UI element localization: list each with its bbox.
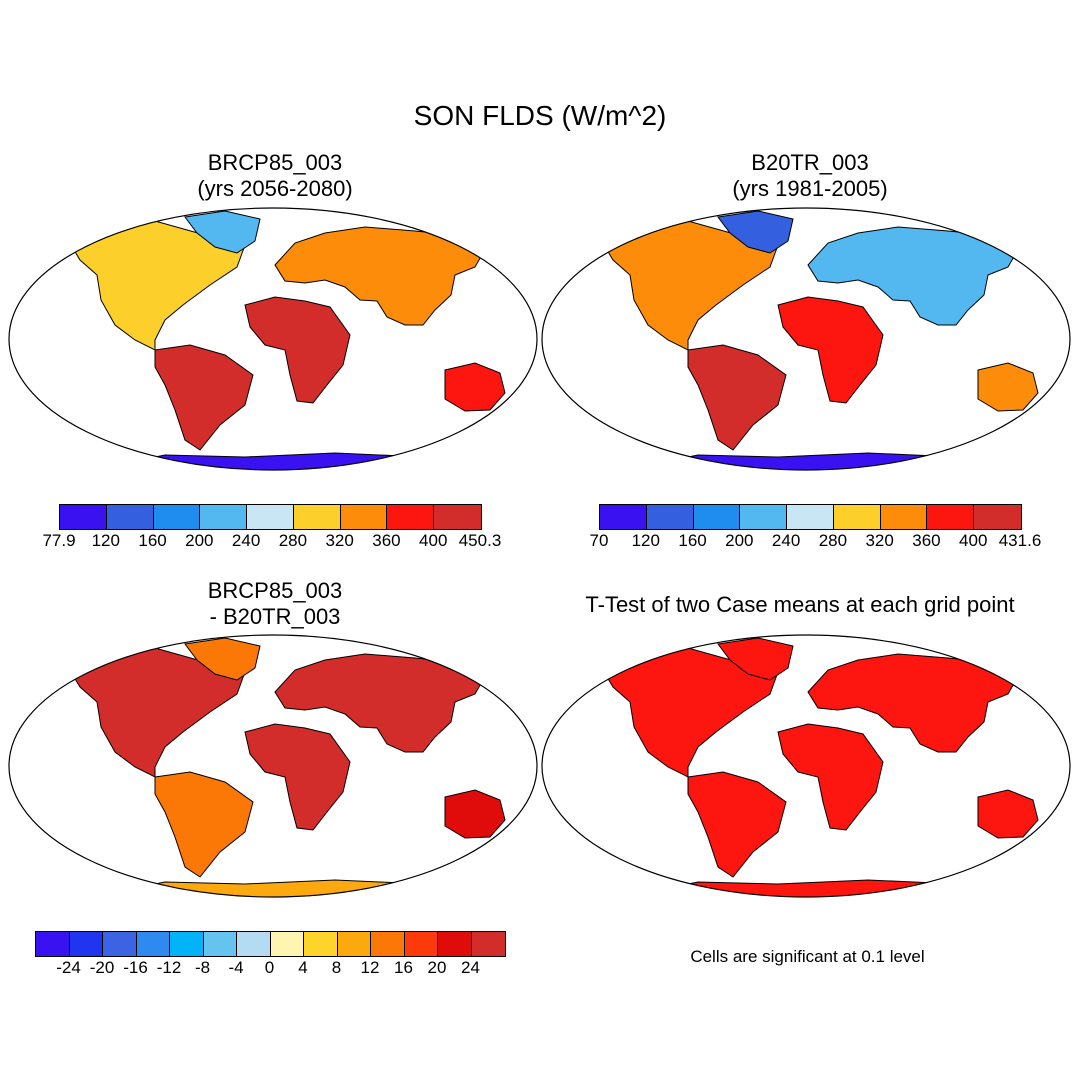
colorbar-swatch [103,932,137,956]
colorbar-swatch [237,932,271,956]
colorbar-swatch [787,505,834,529]
colorbar-swatch [247,505,294,529]
panel-1-title-line2: (yrs 2056-2080) [197,176,353,201]
colorbar-swatch [371,932,405,956]
map-panel-4 [541,634,1071,898]
colorbar-swatch [106,505,154,529]
colorbar-tick-label: 120 [91,531,120,550]
colorbar-swatch [270,932,304,956]
colorbar-tick-label: -8 [194,958,211,977]
antarctica-region [647,879,1009,897]
colorbar-tick-label: -16 [123,958,148,977]
colorbar-tick-label: -4 [228,958,244,977]
colorbar-panel-1 [59,504,482,530]
significance-note: Cells are significant at 0.1 level [690,947,925,966]
colorbar-tick-label: 20 [427,958,447,977]
colorbar-swatch [60,505,107,529]
colorbar-tick-label: 431.6 [998,531,1042,550]
colorbar-swatch [340,505,388,529]
colorbar-swatch [880,505,928,529]
colorbar-tick-label: -24 [56,958,81,977]
colorbar-swatch [170,932,204,956]
colorbar-tick-label: 280 [278,531,308,550]
panel-1-title: BRCP85_003 (yrs 2056-2080) [95,150,455,202]
map-panel-2 [541,207,1071,471]
colorbar-tick-label: 280 [818,531,848,550]
panel-3-title: BRCP85_003 - B20TR_003 [95,578,455,630]
colorbar-swatch [471,932,505,956]
colorbar-panel-2 [599,504,1022,530]
colorbar-tick-label: 120 [631,531,660,550]
colorbar-tick-label: 70 [589,531,609,550]
panel-3-title-line1: BRCP85_003 [207,578,343,603]
panel-4-title: T-Test of two Case means at each grid po… [545,592,1055,618]
colorbar-panel-3 [35,931,506,957]
colorbar-swatch [293,505,341,529]
colorbar-swatch [69,932,103,956]
colorbar-swatch [740,505,788,529]
colorbar-tick-label: 160 [138,531,167,550]
colorbar-swatch [438,932,472,956]
antarctica-region [114,879,476,897]
colorbar-tick-label: 240 [771,531,801,550]
colorbar-swatch [927,505,975,529]
antarctica-region [114,452,476,470]
colorbar-tick-label: -20 [89,958,115,977]
colorbar-swatch [646,505,694,529]
colorbar-tick-label: 400 [959,531,988,550]
colorbar-tick-label: 200 [185,531,214,550]
colorbar-tick-label: 12 [360,958,380,977]
colorbar-swatch [304,932,338,956]
panel-3-title-line2: - B20TR_003 [209,604,341,629]
colorbar-swatch [693,505,741,529]
colorbar-tick-label: 240 [231,531,261,550]
colorbar-swatch [974,505,1021,529]
colorbar-tick-label: 16 [394,958,413,977]
colorbar-tick-label: 360 [372,531,401,550]
figure-title: SON FLDS (W/m^2) [413,100,667,131]
colorbar-swatch [833,505,881,529]
colorbar-swatch [337,932,371,956]
colorbar-swatch [404,932,438,956]
colorbar-tick-label: 24 [461,958,480,977]
panel-2-title-line2: (yrs 1981-2005) [732,176,888,201]
colorbar-tick-label: 4 [298,958,308,977]
colorbar-tick-label: 8 [331,958,342,977]
colorbar-tick-label: 200 [725,531,754,550]
map-panel-3 [8,634,538,898]
colorbar-swatch [387,505,435,529]
colorbar-tick-label: 320 [865,531,894,550]
panel-2-title: B20TR_003 (yrs 1981-2005) [630,150,990,202]
colorbar-tick-label: 450.3 [458,531,502,550]
panel-4-title-line1: T-Test of two Case means at each grid po… [585,592,1015,617]
colorbar-tick-label: 77.9 [42,531,76,550]
colorbar-tick-label: 0 [264,958,275,977]
colorbar-swatch [203,932,237,956]
colorbar-tick-label: 360 [912,531,941,550]
colorbar-swatch [36,932,70,956]
colorbar-tick-label: 160 [678,531,707,550]
colorbar-swatch [136,932,170,956]
colorbar-swatch [200,505,248,529]
colorbar-tick-label: 400 [419,531,448,550]
colorbar-tick-label: 320 [325,531,354,550]
colorbar-tick-label: -12 [156,958,182,977]
panel-2-title-line1: B20TR_003 [751,150,869,175]
map-panel-1 [8,207,538,471]
colorbar-swatch [434,505,481,529]
colorbar-swatch [153,505,201,529]
antarctica-region [647,452,1009,470]
colorbar-swatch [600,505,647,529]
panel-1-title-line1: BRCP85_003 [207,150,343,175]
